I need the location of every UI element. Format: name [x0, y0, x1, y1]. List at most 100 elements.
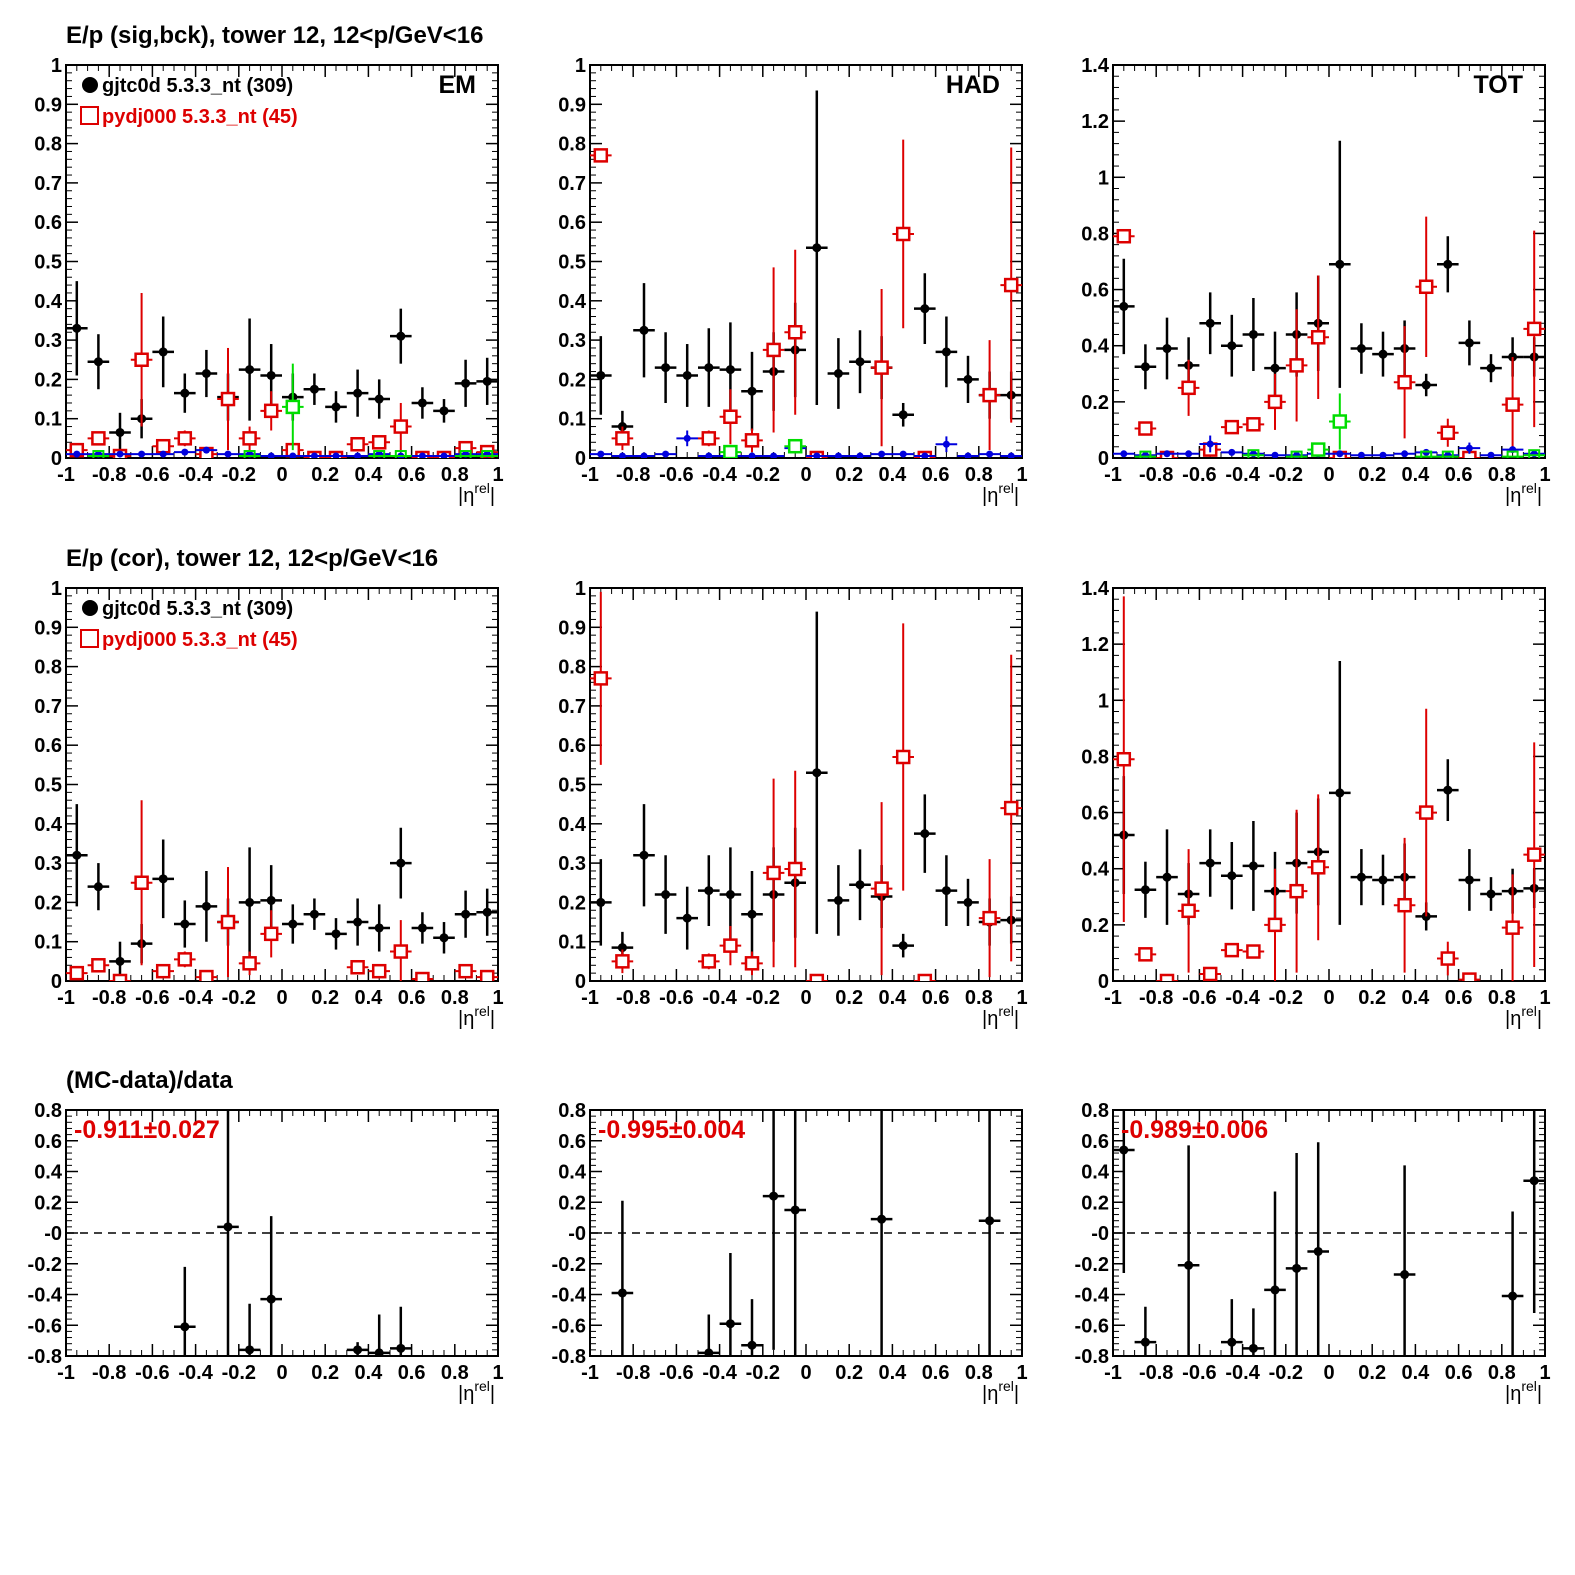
y-tick-label: 1 [51, 55, 62, 77]
data-point [1205, 858, 1215, 868]
data-point [1227, 1337, 1237, 1347]
x-tick-label: -1 [581, 1362, 599, 1384]
x-tick-label: 0.6 [398, 1362, 426, 1384]
y-tick-label: -0.6 [28, 1315, 62, 1337]
y-tick-label: -0.4 [552, 1285, 587, 1307]
x-axis-label: |ηrel| [1505, 1003, 1542, 1030]
data-point [704, 363, 714, 373]
y-tick-label: 0.2 [558, 1192, 586, 1214]
y-tick-label: 0.9 [34, 617, 62, 639]
mc-marker [701, 954, 717, 969]
mc-marker [1440, 951, 1456, 966]
y-tick-label: 0.8 [1081, 1100, 1109, 1122]
x-tick-label: -1 [581, 464, 599, 486]
data-point [1421, 380, 1431, 390]
x-tick-label: -0.6 [659, 464, 693, 486]
data-point [833, 895, 843, 905]
y-tick-label: -0.2 [552, 1254, 586, 1276]
y-tick-label: 1 [575, 578, 586, 600]
y-tick-label: 0.6 [558, 735, 586, 757]
x-tick-label: -0.6 [135, 464, 169, 486]
x-tick-label: 0.4 [878, 1362, 907, 1384]
y-tick-label: 0.4 [558, 291, 587, 313]
x-tick-label: 0.4 [878, 464, 907, 486]
y-tick-label: 1.4 [1081, 55, 1110, 77]
x-tick-label: -0.4 [702, 464, 737, 486]
mc-marker [787, 861, 803, 877]
y-tick-label: 0.5 [558, 775, 586, 797]
plot-frame [1112, 64, 1546, 459]
mc-marker [1224, 942, 1240, 958]
x-tick-label: 0.6 [1445, 1362, 1473, 1384]
x-tick-label: 0 [800, 987, 811, 1009]
mc-marker [1418, 805, 1434, 820]
data-point [245, 365, 255, 375]
data-point [877, 1214, 887, 1224]
legend-mc-label: pydj000 5.3.3_nt (45) [102, 629, 298, 651]
blue-point [138, 450, 146, 458]
x-tick-label: 0 [276, 987, 287, 1009]
x-tick-label: 0.2 [311, 1362, 339, 1384]
x-tick-label: 0.4 [354, 1362, 383, 1384]
data-point [1184, 1260, 1194, 1270]
x-tick-label: 0 [800, 1362, 811, 1384]
data-point [1140, 885, 1150, 895]
blue-point [1120, 450, 1128, 458]
mc-marker [1267, 917, 1283, 933]
blue-point [683, 434, 691, 442]
mc-marker [1116, 751, 1132, 767]
data-point [639, 850, 649, 860]
y-tick-label: 0.1 [558, 932, 586, 954]
x-tick-label: 0 [276, 464, 287, 486]
y-tick-label: 0.7 [34, 696, 62, 718]
series-layer [66, 800, 498, 981]
x-tick-label: -0.6 [1182, 1362, 1216, 1384]
x-tick-label: 1 [492, 464, 503, 486]
x-tick-label: -0.6 [659, 987, 693, 1009]
y-tick-label: -0.4 [28, 1285, 63, 1307]
data-point [158, 347, 168, 357]
blue-point [354, 452, 362, 458]
x-tick-label: -0.2 [1269, 464, 1303, 486]
data-point [1248, 861, 1258, 871]
x-axis-label: |ηrel| [458, 1378, 495, 1405]
data-point [941, 886, 951, 896]
x-tick-label: -0.2 [746, 1362, 780, 1384]
legend-mc-marker [80, 106, 99, 125]
x-tick-label: 0.4 [354, 987, 383, 1009]
y-tick-label: 1.2 [1081, 634, 1109, 656]
y-tick-label: 0 [1098, 971, 1109, 993]
mc-marker [766, 342, 781, 358]
y-tick-label: 1 [1098, 167, 1109, 189]
x-tick-label: 0.2 [1358, 464, 1386, 486]
data-point [180, 1322, 190, 1332]
y-tick-label: 0.8 [558, 657, 586, 679]
mc-marker [393, 419, 409, 434]
mc-marker [1138, 947, 1153, 962]
data-point [374, 923, 384, 933]
mc-marker [1116, 228, 1132, 244]
x-tick-label: -0.4 [178, 987, 213, 1009]
y-tick-label: 0.8 [34, 657, 62, 679]
x-axis-label: |ηrel| [982, 1003, 1019, 1030]
series-layer [611, 1110, 1001, 1356]
x-tick-label: 0.4 [354, 464, 383, 486]
y-tick-label: 0.2 [1081, 1192, 1109, 1214]
y-tick-label: 0.4 [558, 814, 587, 836]
y-tick-label: 0.2 [34, 369, 62, 391]
x-tick-label: 0 [800, 464, 811, 486]
data-point [180, 919, 190, 929]
blue-point [1487, 451, 1495, 458]
x-tick-label: 0.2 [311, 464, 339, 486]
data-point [855, 357, 865, 367]
data-point [396, 331, 406, 341]
x-tick-label: 0.4 [1401, 1362, 1430, 1384]
data-point [1140, 362, 1150, 372]
data-point [963, 897, 973, 907]
x-tick-label: 0 [1323, 464, 1334, 486]
blue-point [986, 450, 994, 458]
y-tick-label: -0.8 [1075, 1346, 1109, 1368]
data-point [1378, 875, 1388, 885]
x-tick-label: -0.8 [92, 987, 126, 1009]
data-point [1443, 259, 1453, 269]
